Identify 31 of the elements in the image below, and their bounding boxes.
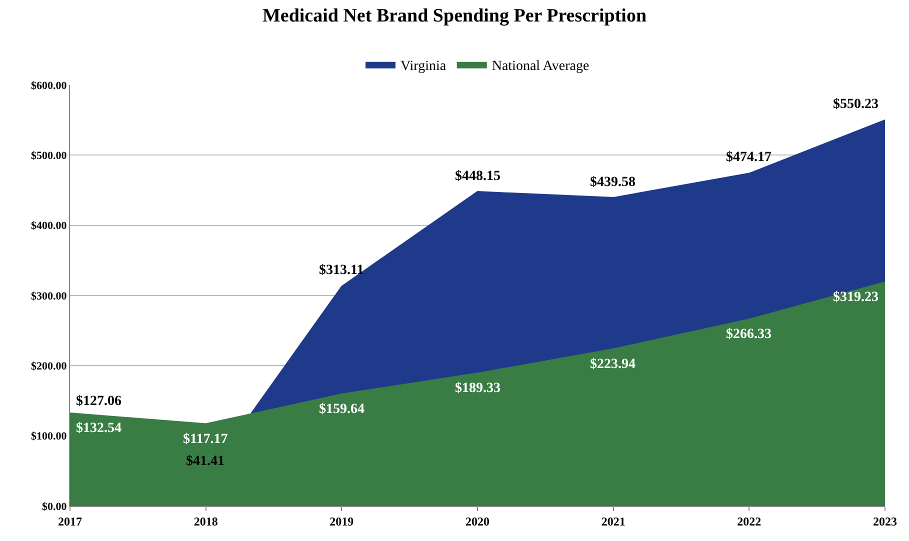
y-tick-label: $200.00 [31,360,68,373]
data-label: $127.06 [76,394,122,409]
y-tick-label: $600.00 [31,80,68,92]
x-tick-label: 2019 [330,514,354,528]
legend-label: National Average [492,58,590,74]
y-tick-label: $300.00 [31,290,68,302]
data-label: $223.94 [590,357,636,372]
x-tick-label: 2023 [873,514,897,528]
chart-title: Medicaid Net Brand Spending Per Prescription [262,5,647,26]
data-label: $448.15 [455,169,500,184]
data-label: $159.64 [319,402,364,417]
data-label: $319.23 [833,290,878,305]
data-label: $313.11 [319,263,364,278]
x-tick-label: 2020 [466,514,490,528]
y-tick-label: $400.00 [31,220,68,232]
x-tick-label: 2021 [601,514,626,528]
y-tick-label: $100.00 [31,430,68,443]
data-label: $550.23 [833,97,878,112]
data-label: $41.41 [186,454,224,469]
data-label: $266.33 [726,327,772,342]
x-tick-label: 2018 [194,514,218,528]
data-label: $474.17 [726,150,772,165]
data-label: $189.33 [455,381,500,396]
x-tick-label: 2017 [58,514,82,528]
data-label: $132.54 [76,421,122,436]
x-tick-label: 2022 [737,514,762,528]
y-tick-label: $500.00 [31,150,68,162]
y-tick-label: $0.00 [42,500,68,513]
legend-label: Virginia [400,58,447,74]
data-label: $117.17 [183,432,228,447]
data-label: $439.58 [590,175,636,190]
